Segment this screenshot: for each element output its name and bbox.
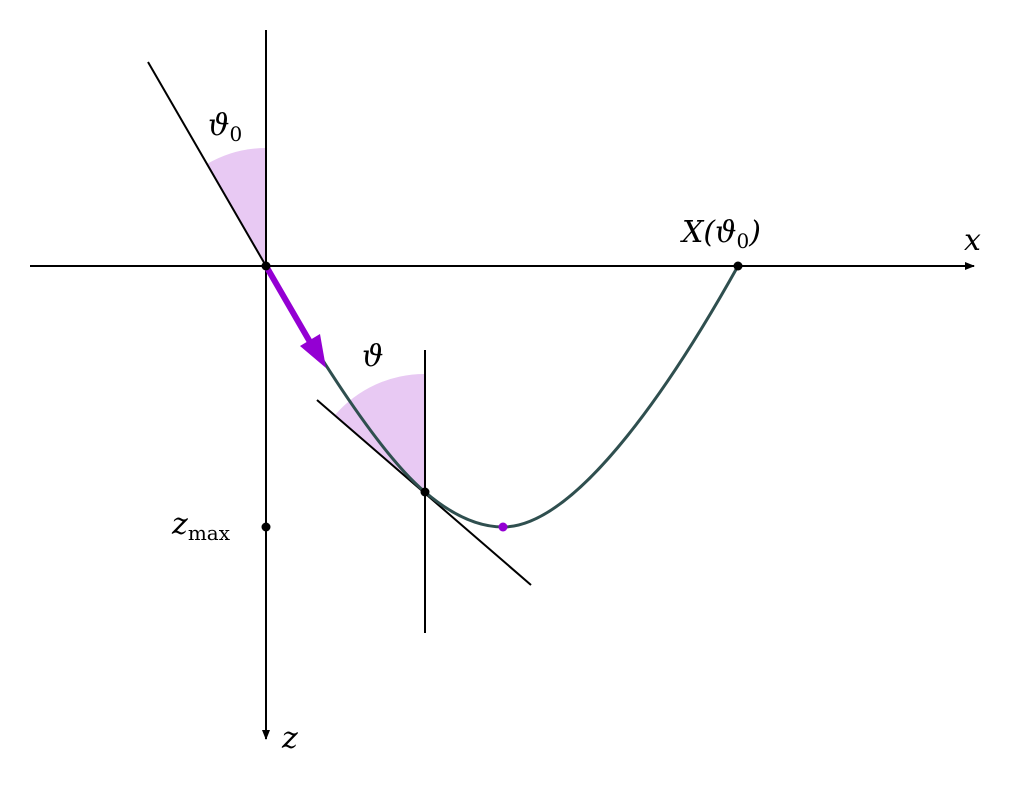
z-axis-label: z — [281, 721, 298, 756]
zmax-point — [261, 522, 271, 532]
zmax-label: zmax — [171, 507, 231, 545]
minimum-point — [498, 522, 508, 532]
initial-direction-line — [147, 61, 267, 267]
theta-label: ϑ — [362, 339, 383, 374]
angle-theta0-wedge — [207, 148, 266, 266]
initial-direction-arrow — [263, 264, 313, 344]
arrow-head — [300, 334, 326, 368]
x-theta0-label: X(ϑ0) — [680, 215, 761, 253]
x-theta0-point — [733, 261, 743, 271]
angle-theta-wedge — [335, 373, 425, 492]
theta0-label: ϑ0 — [208, 108, 242, 146]
origin-point — [261, 261, 271, 271]
x-axis-label: x — [964, 223, 981, 258]
tangent-point — [420, 487, 430, 497]
ray-path-curve — [264, 265, 740, 529]
